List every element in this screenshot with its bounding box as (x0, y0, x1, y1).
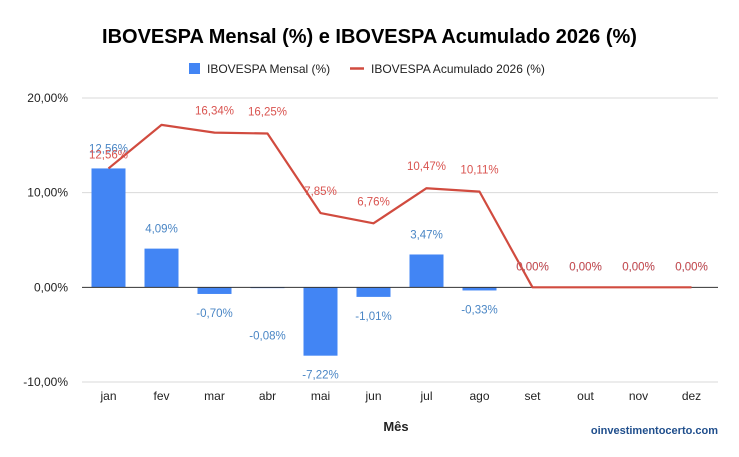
bar-label-mai: -7,22% (302, 370, 338, 382)
bar-label-mar: -0,70% (196, 308, 232, 320)
bar-label-abr: -0,08% (249, 330, 285, 342)
bar-label-ago: -0,33% (461, 304, 497, 316)
line-label-mai: 7,85% (304, 186, 337, 198)
line-label-nov: 0,00% (622, 261, 655, 273)
bar-jul (409, 254, 444, 288)
bar-mar (197, 287, 232, 294)
y-tick-label: 10,00% (27, 186, 68, 200)
x-tick-label: mai (311, 389, 330, 403)
x-axis-ticks: jan fev mar abr mai jun jul ago set out nov dez (99, 389, 701, 403)
x-tick-label: jun (364, 389, 381, 403)
line-label-abr: 16,25% (248, 107, 287, 119)
bar-label-jul: 3,47% (410, 229, 443, 241)
x-tick-label: abr (259, 389, 276, 403)
bar-jan (91, 168, 126, 288)
x-tick-label: dez (682, 389, 701, 403)
y-axis-ticks: -10,00% 0,00% 10,00% 20,00% (23, 91, 68, 389)
bar-label-dez: 0,00% (675, 261, 708, 273)
line-label-dez: 0,00% (675, 261, 708, 273)
x-tick-label: nov (629, 389, 648, 403)
x-tick-label: jan (99, 389, 116, 403)
chart-title: IBOVESPA Mensal (%) e IBOVESPA Acumulado… (102, 26, 637, 48)
x-tick-label: jul (419, 389, 432, 403)
bar-label-set: 0,00% (516, 261, 549, 273)
y-tick-label: 0,00% (34, 280, 68, 294)
y-tick-label: -10,00% (23, 375, 68, 389)
x-tick-label: out (577, 389, 594, 403)
line-label-out: 0,00% (569, 261, 602, 273)
x-axis-title: Mês (383, 419, 408, 434)
bar-label-jun: -1,01% (355, 311, 391, 323)
line-label-jan: 12,56% (89, 149, 128, 161)
bar-mai (303, 287, 338, 356)
line-series (107, 123, 692, 289)
line-label-set: 0,00% (516, 261, 549, 273)
bar-series (91, 168, 497, 356)
line-data-labels: 12,56% 16,34% 16,25% 7,85% 6,76% 10,47% 10,11%… (89, 106, 708, 274)
legend-swatch-bar (189, 63, 200, 74)
y-tick-label: 20,00% (27, 91, 68, 105)
gridlines (82, 97, 718, 383)
bar-fev (144, 248, 179, 288)
watermark: oinvestimentocerto.com (591, 425, 718, 437)
x-tick-label: ago (469, 389, 489, 403)
line-label-mar: 16,34% (195, 106, 234, 118)
bar-label-out: 0,00% (569, 261, 602, 273)
x-tick-label: mar (204, 389, 225, 403)
legend-label-line: IBOVESPA Acumulado 2026 (%) (371, 62, 545, 76)
bar-label-jan: 12,56% (89, 143, 128, 155)
bar-ago (462, 287, 497, 291)
accumulated-line (107, 123, 692, 289)
bar-data-labels: 12,56% 4,09% -0,70% -0,08% -7,22% -1,01% 3,47%… (89, 143, 708, 381)
x-tick-label: set (524, 389, 541, 403)
bar-label-nov: 0,00% (622, 261, 655, 273)
bar-jun (356, 287, 391, 297)
legend-label-bar: IBOVESPA Mensal (%) (207, 62, 330, 76)
line-label-jul: 10,47% (407, 161, 446, 173)
x-tick-label: fev (153, 389, 169, 403)
line-label-jun: 6,76% (357, 196, 390, 208)
legend: IBOVESPA Mensal (%) IBOVESPA Acumulado 2… (189, 62, 545, 76)
bar-label-fev: 4,09% (145, 224, 178, 236)
line-label-ago: 10,11% (460, 165, 498, 177)
